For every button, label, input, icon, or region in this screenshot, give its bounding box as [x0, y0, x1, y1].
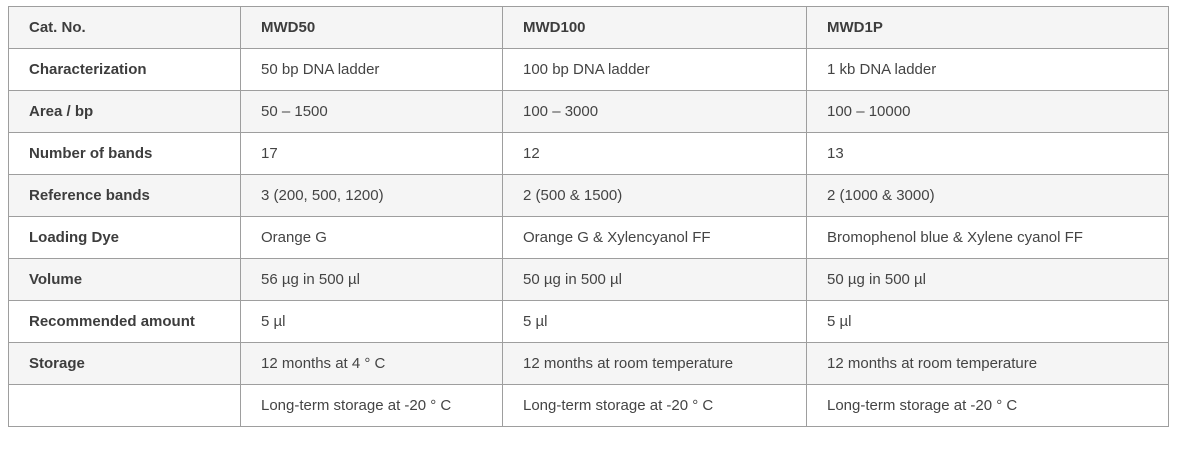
row-label: Storage: [8, 342, 241, 385]
header-cell-cat-no: Cat. No.: [8, 6, 241, 49]
table-cell: Orange G & Xylencyanol FF: [502, 216, 807, 259]
row-label: Loading Dye: [8, 216, 241, 259]
table-cell: 5 µl: [806, 300, 1169, 343]
table-cell: 100 bp DNA ladder: [502, 48, 807, 91]
table-row: Volume 56 µg in 500 µl 50 µg in 500 µl 5…: [8, 258, 1169, 301]
table-cell: Long-term storage at -20 ° C: [502, 384, 807, 427]
table-cell: 5 µl: [502, 300, 807, 343]
table-row: Number of bands 17 12 13: [8, 132, 1169, 175]
row-label: Volume: [8, 258, 241, 301]
table-row: Characterization 50 bp DNA ladder 100 bp…: [8, 48, 1169, 91]
row-label: Number of bands: [8, 132, 241, 175]
table-cell: 3 (200, 500, 1200): [240, 174, 503, 217]
table-cell: 100 – 3000: [502, 90, 807, 133]
table-cell: 17: [240, 132, 503, 175]
table-cell: 56 µg in 500 µl: [240, 258, 503, 301]
table-cell: 13: [806, 132, 1169, 175]
header-cell-mwd1p: MWD1P: [806, 6, 1169, 49]
table-cell: 12 months at room temperature: [806, 342, 1169, 385]
table-row: Loading Dye Orange G Orange G & Xylencya…: [8, 216, 1169, 259]
table-cell: 2 (1000 & 3000): [806, 174, 1169, 217]
table-row: Recommended amount 5 µl 5 µl 5 µl: [8, 300, 1169, 343]
table-row: Long-term storage at -20 ° C Long-term s…: [8, 384, 1169, 427]
table-cell: 2 (500 & 1500): [502, 174, 807, 217]
table-cell: Orange G: [240, 216, 503, 259]
row-label: Reference bands: [8, 174, 241, 217]
row-label: Characterization: [8, 48, 241, 91]
table-row: Reference bands 3 (200, 500, 1200) 2 (50…: [8, 174, 1169, 217]
header-cell-mwd50: MWD50: [240, 6, 503, 49]
table-cell: 1 kb DNA ladder: [806, 48, 1169, 91]
row-label: [8, 384, 241, 427]
table-cell: 5 µl: [240, 300, 503, 343]
table-cell: 100 – 10000: [806, 90, 1169, 133]
table-header-row: Cat. No. MWD50 MWD100 MWD1P: [8, 6, 1169, 49]
table-row: Area / bp 50 – 1500 100 – 3000 100 – 100…: [8, 90, 1169, 133]
row-label: Area / bp: [8, 90, 241, 133]
table-cell: 50 µg in 500 µl: [502, 258, 807, 301]
table-cell: Bromophenol blue & Xylene cyanol FF: [806, 216, 1169, 259]
table-cell: Long-term storage at -20 ° C: [806, 384, 1169, 427]
table-cell: Long-term storage at -20 ° C: [240, 384, 503, 427]
table-cell: 12: [502, 132, 807, 175]
product-spec-table: Cat. No. MWD50 MWD100 MWD1P Characteriza…: [8, 6, 1169, 427]
table-cell: 50 bp DNA ladder: [240, 48, 503, 91]
row-label: Recommended amount: [8, 300, 241, 343]
header-cell-mwd100: MWD100: [502, 6, 807, 49]
table-row: Storage 12 months at 4 ° C 12 months at …: [8, 342, 1169, 385]
table-cell: 50 – 1500: [240, 90, 503, 133]
table-cell: 12 months at 4 ° C: [240, 342, 503, 385]
table-cell: 50 µg in 500 µl: [806, 258, 1169, 301]
table-cell: 12 months at room temperature: [502, 342, 807, 385]
